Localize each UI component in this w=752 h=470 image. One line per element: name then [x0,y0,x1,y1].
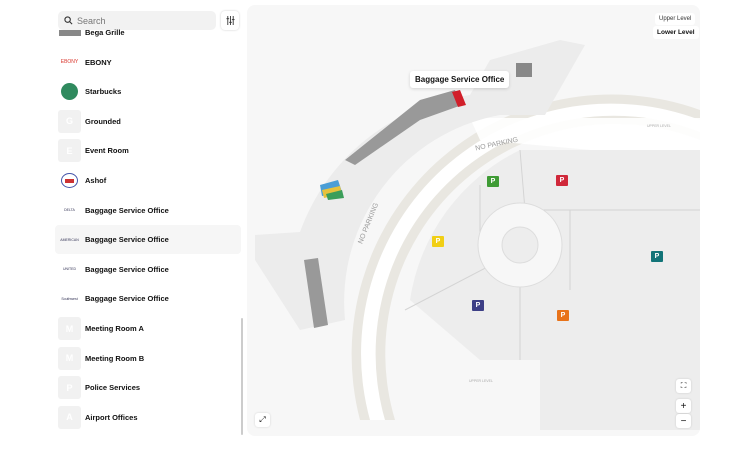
parking-marker[interactable]: P [487,176,499,187]
fullscreen-icon: ⛶ [680,381,687,390]
building-block [516,63,532,77]
list-item[interactable]: M Meeting Room B [55,344,241,373]
list-item-label: Bega Grille [85,28,125,37]
list-item[interactable]: AMERICAN Baggage Service Office [55,225,241,255]
map-canvas [255,40,700,430]
logo-icon: G [58,109,81,133]
search-icon [64,16,73,25]
list-item-label: Meeting Room A [85,324,144,333]
list-item[interactable]: EBONY EBONY [55,48,241,77]
list-item[interactable]: E Event Room [55,136,241,165]
zoom-in-button[interactable]: + [676,399,691,413]
list-item-label: Baggage Service Office [85,264,169,274]
terminal-building [255,40,585,330]
map-view[interactable]: Upper Level Lower Level NO PARKING NO PA… [247,5,700,436]
scrollbar[interactable] [241,318,243,435]
list-item-label: Baggage Service Office [85,235,169,245]
logo-icon: DELTA [64,208,75,213]
logo-icon: M [58,346,81,370]
baggage-office-highlight [452,90,466,107]
list-item[interactable]: UNITED Baggage Service Office [55,255,241,284]
upper-level-label: UPPER LEVEL [469,379,493,383]
zoom-out-button[interactable]: − [676,414,691,428]
logo-icon: Southwest [61,296,78,301]
logo-icon: E [58,139,81,163]
expand-button[interactable]: ⤢ [255,413,270,427]
fullscreen-button[interactable]: ⛶ [676,379,691,393]
list-item[interactable]: Starbucks [55,77,241,106]
list-item-label: Event Room [85,146,129,156]
parking-marker[interactable]: P [432,236,444,247]
parking-marker[interactable]: P [557,310,569,321]
parking-area [410,150,700,430]
list-item[interactable]: P Police Services [55,373,241,402]
list-item-label: Baggage Service Office [85,294,169,304]
list-item-label: Airport Offices [85,412,138,422]
list-item[interactable]: A Airport Offices [55,403,241,432]
location-tooltip: Baggage Service Office [410,71,510,88]
parking-marker[interactable]: P [556,175,568,186]
location-list: Bega Grille EBONY EBONY Starbucks G Grounded E… [55,20,242,440]
expand-icon: ⤢ [259,415,266,424]
logo-icon [58,169,81,192]
logo-icon [58,21,81,44]
logo-icon: A [58,405,81,429]
search-bar[interactable] [58,11,216,30]
list-item[interactable]: DELTA Baggage Service Office [55,196,241,225]
filter-button[interactable] [221,11,239,30]
logo-icon: UNITED [62,267,77,272]
building-block [304,258,328,328]
list-item-label: Ashof [85,176,107,185]
logo-icon: EBONY [60,59,79,66]
list-item-label: Police Services [85,383,141,393]
logo-icon: AMERICAN [60,237,79,242]
list-item-label: Meeting Room B [85,353,145,363]
list-item-label: EBONY [85,57,112,67]
list-item[interactable]: G Grounded [55,107,241,136]
sliders-icon [225,16,235,25]
logo-icon [58,80,81,103]
upper-level-button[interactable]: Upper Level [655,13,696,25]
logo-icon: P [58,376,81,400]
logo-icon: M [58,317,81,340]
list-item[interactable]: Southwest Baggage Service Office [55,284,241,313]
list-item[interactable]: Ashof [55,166,241,195]
list-item-label: Baggage Service Office [85,205,169,215]
parking-marker[interactable]: P [651,251,663,262]
building-block [345,90,462,165]
list-item-label: Starbucks [85,87,122,97]
list-item[interactable]: Bega Grille [55,20,241,47]
upper-level-label: UPPER LEVEL [647,124,671,128]
search-input[interactable] [77,15,207,26]
lower-level-button[interactable]: Lower Level [653,26,699,39]
parking-marker[interactable]: P [472,300,484,311]
road-lane [361,103,700,421]
list-item[interactable]: M Meeting Room A [55,314,241,343]
list-item-label: Grounded [85,116,121,126]
